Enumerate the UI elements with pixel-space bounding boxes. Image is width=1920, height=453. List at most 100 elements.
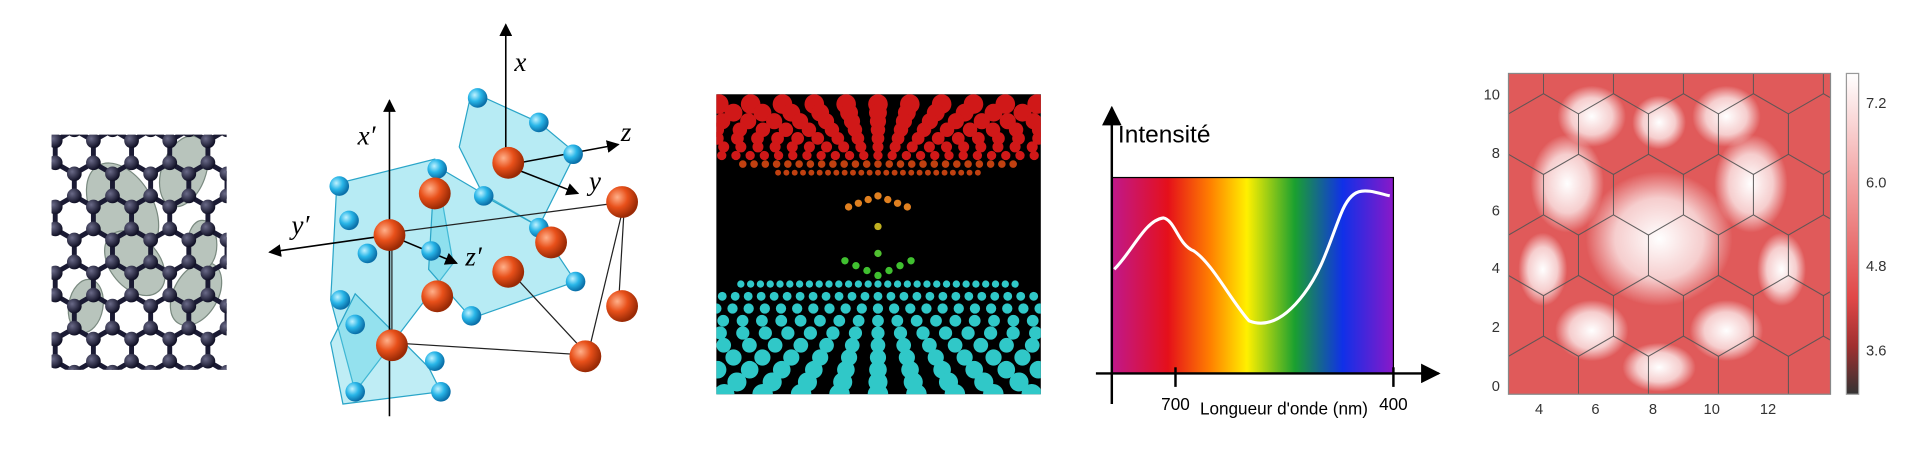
- top-atom: [753, 103, 772, 122]
- bond: [170, 97, 189, 108]
- bottom-atom: [985, 303, 997, 314]
- cation: [421, 280, 454, 313]
- hex-cell: [1508, 0, 1578, 53]
- hex-cell: [1858, 215, 1920, 296]
- axis-label: y′: [289, 210, 311, 240]
- top-atom: [783, 169, 790, 176]
- bottom-atom: [870, 337, 886, 353]
- bottom-atom: [742, 337, 757, 353]
- top-atom: [745, 150, 755, 161]
- bond: [322, 163, 341, 174]
- bond: [227, 130, 246, 141]
- bottom-atom: [794, 314, 807, 327]
- bottom-atom: [982, 280, 990, 288]
- atom: [181, 254, 197, 270]
- atom: [10, 354, 25, 369]
- bottom-atom: [795, 280, 804, 288]
- atom: [239, 288, 254, 303]
- bottom-atom: [752, 383, 773, 395]
- atom: [296, 189, 311, 204]
- y-tick-label: 6: [1492, 204, 1500, 220]
- tip-atom: [874, 222, 882, 231]
- atom: [277, 222, 292, 237]
- bond: [246, 196, 265, 207]
- top-atom: [701, 141, 712, 152]
- atom: [181, 166, 197, 182]
- atom: [29, 321, 44, 336]
- top-atom: [1187, 94, 1207, 114]
- top-atom: [664, 123, 678, 137]
- top-atom: [1052, 132, 1065, 145]
- bond: [225, 237, 227, 240]
- atom: [220, 100, 235, 115]
- top-atom: [696, 104, 714, 122]
- atom: [277, 133, 292, 148]
- bottom-atom: [679, 315, 691, 327]
- bottom-atom: [717, 314, 730, 327]
- top-atom: [939, 122, 955, 138]
- top-atom: [973, 113, 990, 130]
- atom: [124, 265, 139, 281]
- bottom-atom: [659, 315, 671, 327]
- atom: [105, 166, 120, 182]
- x-tick-label: 400: [1379, 394, 1408, 414]
- bottom-atom: [814, 314, 826, 327]
- atom: [277, 200, 292, 215]
- top-atom: [636, 113, 652, 129]
- bottom-atom: [872, 303, 884, 314]
- atom: [219, 188, 227, 204]
- anion: [431, 381, 451, 402]
- bottom-atom: [560, 384, 581, 405]
- tip-atom: [903, 203, 912, 211]
- bottom-atom: [657, 372, 676, 391]
- top-atom: [1078, 141, 1089, 152]
- bottom-atom: [952, 280, 960, 288]
- atom: [239, 200, 254, 215]
- atom: [51, 287, 63, 303]
- top-atom: [580, 104, 598, 122]
- atom: [10, 200, 25, 215]
- bond: [74, 97, 93, 108]
- bottom-atom: [921, 303, 932, 314]
- top-atom: [866, 169, 873, 176]
- bottom-atom: [586, 372, 605, 391]
- top-atom: [840, 160, 848, 168]
- bottom-atom: [844, 280, 853, 288]
- atom: [221, 134, 227, 138]
- bottom-atom: [639, 349, 655, 365]
- anion: [461, 306, 482, 326]
- top-atom: [924, 169, 931, 176]
- bottom-atom: [949, 314, 962, 327]
- atom: [258, 189, 273, 204]
- atom: [219, 298, 227, 314]
- bottom-atom: [1085, 315, 1097, 327]
- bottom-atom: [717, 291, 727, 301]
- top-atom: [1015, 150, 1025, 161]
- bond: [303, 328, 322, 339]
- top-atom: [941, 141, 953, 153]
- intensity-blob: [1530, 134, 1604, 233]
- bottom-atom: [599, 384, 620, 405]
- atom: [200, 265, 216, 281]
- bottom-atom: [856, 303, 867, 314]
- top-atom: [1029, 150, 1039, 161]
- cation: [606, 186, 639, 218]
- axis-label: x: [513, 47, 526, 77]
- atom: [239, 133, 254, 148]
- bottom-atom: [884, 280, 892, 288]
- atom: [315, 288, 330, 303]
- atom: [29, 233, 44, 248]
- bond: [342, 97, 361, 108]
- bottom-atom: [913, 280, 921, 288]
- top-atom: [872, 141, 884, 153]
- atom: [143, 320, 158, 336]
- anion: [330, 290, 351, 310]
- top-atom: [651, 132, 664, 145]
- top-atom: [874, 160, 882, 168]
- top-atom: [944, 150, 954, 161]
- top-atom: [1250, 94, 1270, 114]
- top-atom: [907, 160, 916, 168]
- intensity-blob: [1585, 171, 1733, 307]
- bottom-atom: [808, 303, 819, 314]
- top-atom: [1042, 104, 1060, 122]
